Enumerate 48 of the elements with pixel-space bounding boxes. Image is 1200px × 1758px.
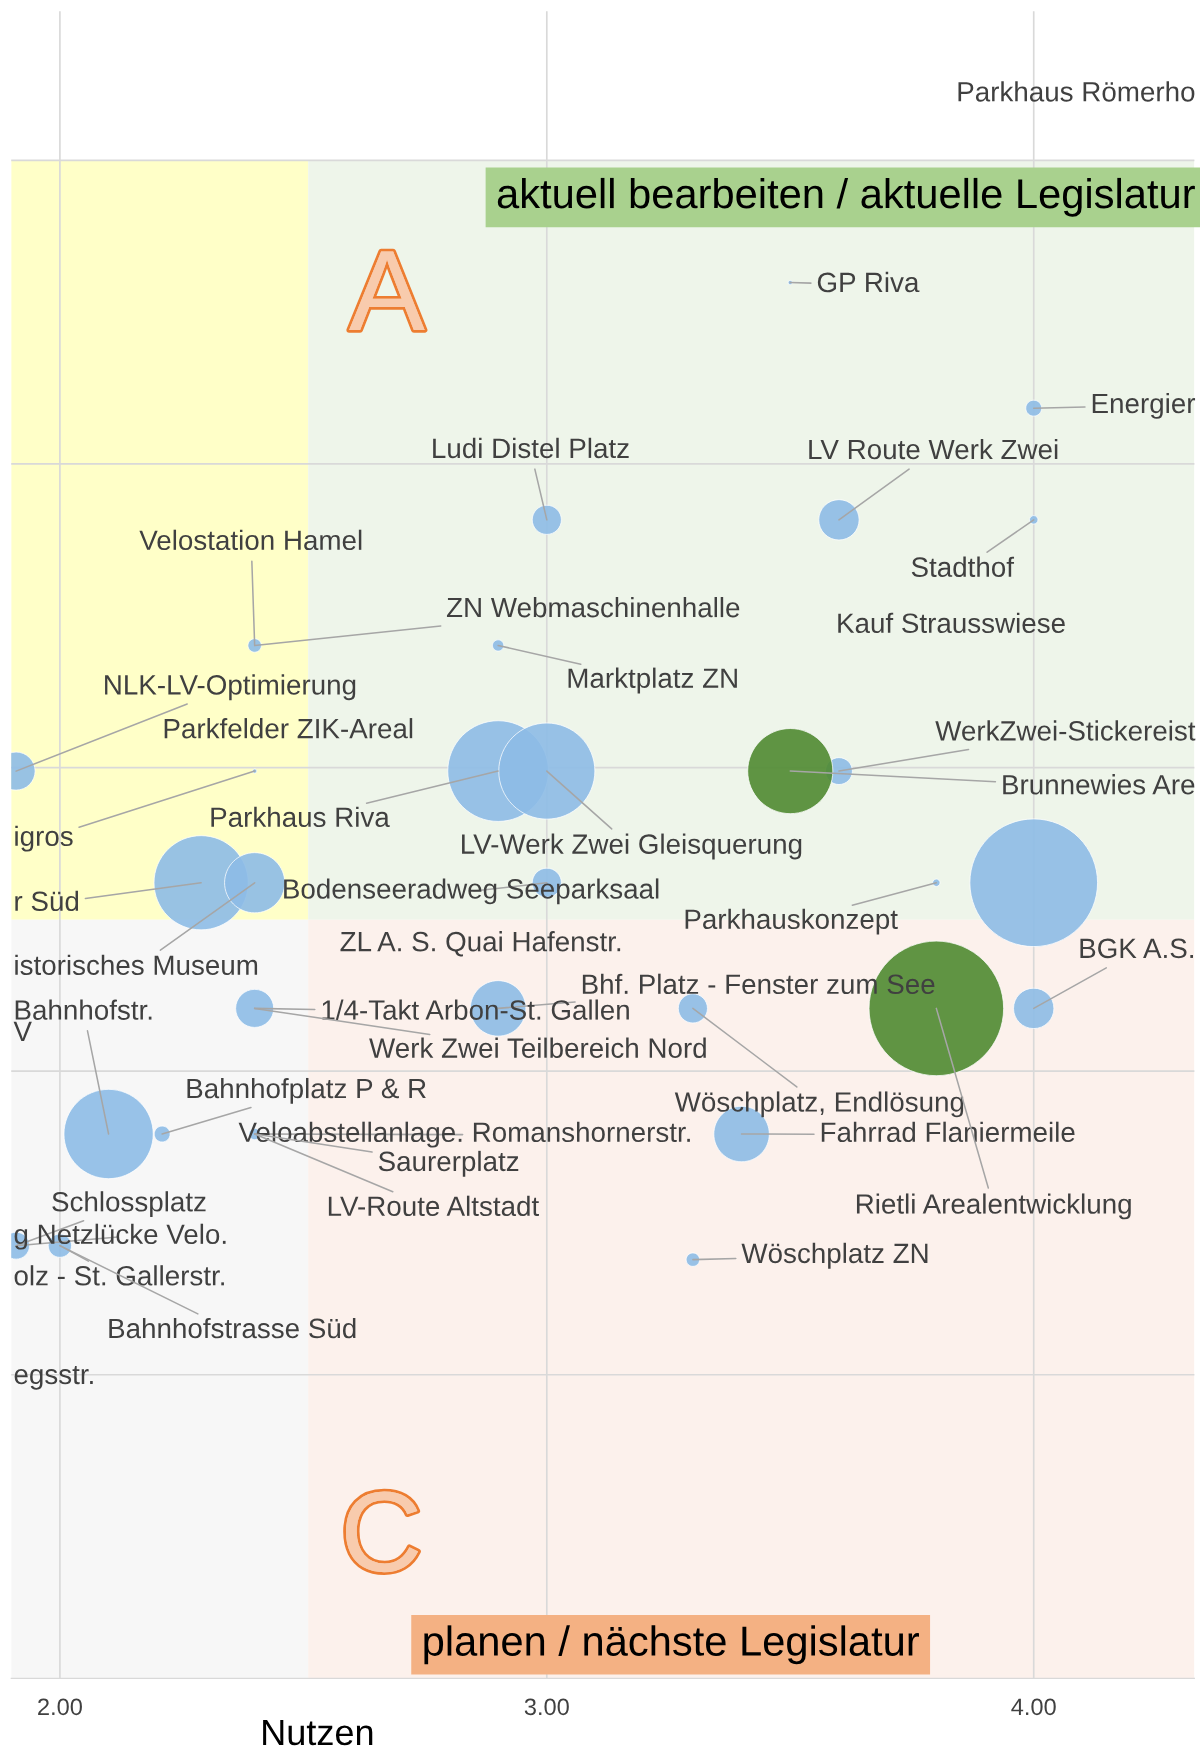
annotation: V xyxy=(13,1021,32,1041)
annotation: NLK-LV-Optimierung xyxy=(105,674,356,701)
annotation: r Süd xyxy=(15,890,79,912)
annotation: Wöschplatz, Endlösung xyxy=(674,1091,964,1118)
annotation: LV-Route Altstadt xyxy=(328,1195,539,1217)
annotation: olz - St. Gallerstr. xyxy=(14,1265,224,1286)
annotation: igros xyxy=(15,825,73,852)
annotation: A xyxy=(349,251,425,330)
annotation: Bahnhofstr. xyxy=(15,999,152,1020)
annotation: Bahnhofstrasse Süd xyxy=(109,1317,356,1339)
annotation: planen / nächste Legislatur xyxy=(424,1625,919,1665)
annotation: ZN Webmaschinenhalle xyxy=(446,596,740,618)
annotation: Parkfelder ZIK-Areal xyxy=(164,718,413,739)
x-axis-title: Nutzen xyxy=(263,1720,373,1746)
annotation: Fahrrad Flaniermeile xyxy=(821,1121,1075,1143)
annotation: g Netzlücke Velo. xyxy=(14,1223,226,1250)
annotation: WerkZwei-Stickereist xyxy=(935,720,1196,741)
annotation: Veloabstellanlage. Romanshornerstr. xyxy=(238,1121,690,1148)
annotation: Bodenseeradweg Seeparksaal xyxy=(284,878,659,905)
annotation: LV-Werk Zwei Gleisquerung xyxy=(462,833,802,860)
annotation: Werk Zwei Teilbereich Nord xyxy=(369,1037,706,1058)
annotation: Wöschplatz ZN xyxy=(741,1242,928,1269)
x-tick-label: 3.00 xyxy=(524,1698,569,1716)
x-tick-label: 2.00 xyxy=(38,1698,82,1716)
annotation: Bahnhofplatz P & R xyxy=(187,1077,426,1104)
annotation: C xyxy=(345,1491,419,1573)
annotation: Stadthof xyxy=(911,556,1015,578)
annotation: BGK A.S. xyxy=(1080,938,1193,959)
text: Parkhaus Römerho xyxy=(958,81,1195,102)
annotation: egsstr. xyxy=(14,1366,93,1390)
annotation: Parkhauskonzept xyxy=(685,908,898,935)
annotation: Schlossplatz xyxy=(52,1191,206,1218)
annotation: ZL A. S. Quai Hafenstr. xyxy=(340,931,621,957)
annotation: Kauf Strausswiese xyxy=(838,612,1065,634)
x-tick-label: 4.00 xyxy=(1011,1698,1056,1716)
annotation: Brunnewies Are xyxy=(1003,774,1195,795)
annotation: Velostation Hamel xyxy=(139,529,362,551)
text: aktuell bearbeiten / aktuelle Legislatur xyxy=(497,177,1195,217)
annotation: Marktplatz ZN xyxy=(568,667,737,694)
annotation: Parkhaus Riva xyxy=(211,806,390,828)
annotation: GP Riva xyxy=(817,271,920,293)
annotation: Energier xyxy=(1092,392,1196,419)
annotation: 1/4-Takt Arbon-St. Gallen xyxy=(322,999,629,1020)
annotation: Saurerplatz xyxy=(378,1150,519,1177)
annotation: Ludi Distel Platz xyxy=(433,437,629,459)
annotation: Rietli Arealentwicklung xyxy=(856,1193,1131,1220)
annotation: istorisches Museum xyxy=(15,954,258,976)
annotation: LV Route Werk Zwei xyxy=(809,438,1058,460)
